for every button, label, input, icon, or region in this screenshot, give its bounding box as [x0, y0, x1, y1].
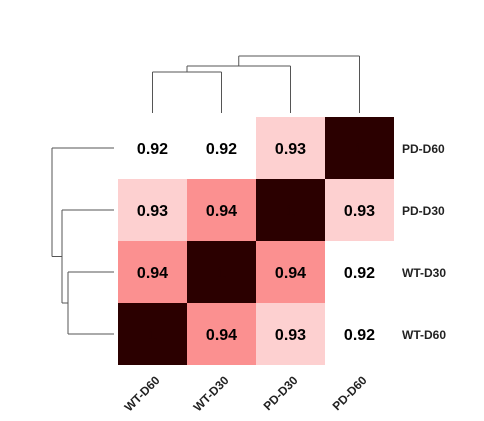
cell-value-label: 1	[148, 327, 157, 344]
cell-value-label: 0.94	[137, 265, 168, 282]
cell-value-label: 0.93	[344, 203, 375, 220]
row-label: WT-D30	[402, 266, 446, 280]
row-label: PD-D60	[402, 142, 445, 156]
column-dendrogram	[152, 55, 360, 113]
cell-value-label: 0.93	[137, 203, 168, 220]
heatmap-cell	[256, 179, 325, 241]
heatmap-cell	[187, 117, 256, 179]
heatmap-cell	[256, 241, 325, 303]
cell-value-label: 1	[217, 265, 226, 282]
row-dendrogram	[51, 147, 114, 335]
heatmap-cell	[187, 303, 256, 365]
heatmap-cell	[256, 303, 325, 365]
row-label: PD-D30	[402, 204, 445, 218]
column-label: PD-D60	[330, 373, 370, 413]
row-label: WT-D60	[402, 328, 446, 342]
cell-value-label: 0.92	[206, 141, 237, 158]
heatmap-cell	[325, 241, 394, 303]
column-label: PD-D30	[261, 373, 301, 413]
cell-value-label: 1	[355, 141, 364, 158]
cell-value-label: 1	[286, 203, 295, 220]
heatmap-cells: 0.92 0.92 0.93 1 0.93 0.94 1 0.93 0.94 1 0.94 0.92 1…	[118, 117, 394, 365]
cell-value-label: 0.92	[344, 265, 375, 282]
column-labels: WT-D60 WT-D30 PD-D30 PD-D60	[122, 373, 370, 414]
heatmap-cell	[256, 117, 325, 179]
cell-value-label: 0.92	[137, 141, 168, 158]
cell-value-label: 0.94	[206, 203, 237, 220]
heatmap-cell	[187, 179, 256, 241]
heatmap-cell	[325, 303, 394, 365]
cell-value-label: 0.93	[275, 141, 306, 158]
column-label: WT-D30	[191, 373, 232, 414]
heatmap-cell	[187, 241, 256, 303]
cell-value-label: 0.92	[344, 327, 375, 344]
heatmap-cell	[325, 117, 394, 179]
heatmap-cell	[118, 117, 187, 179]
column-label: WT-D60	[122, 373, 163, 414]
cell-value-label: 0.94	[206, 327, 237, 344]
heatmap-cell	[118, 241, 187, 303]
cell-value-label: 0.93	[275, 327, 306, 344]
heatmap-cell	[118, 303, 187, 365]
cell-value-label: 0.94	[275, 265, 306, 282]
row-labels: PD-D60 PD-D30 WT-D30 WT-D60	[402, 142, 446, 342]
heatmap-cell	[325, 179, 394, 241]
heatmap-cell	[118, 179, 187, 241]
